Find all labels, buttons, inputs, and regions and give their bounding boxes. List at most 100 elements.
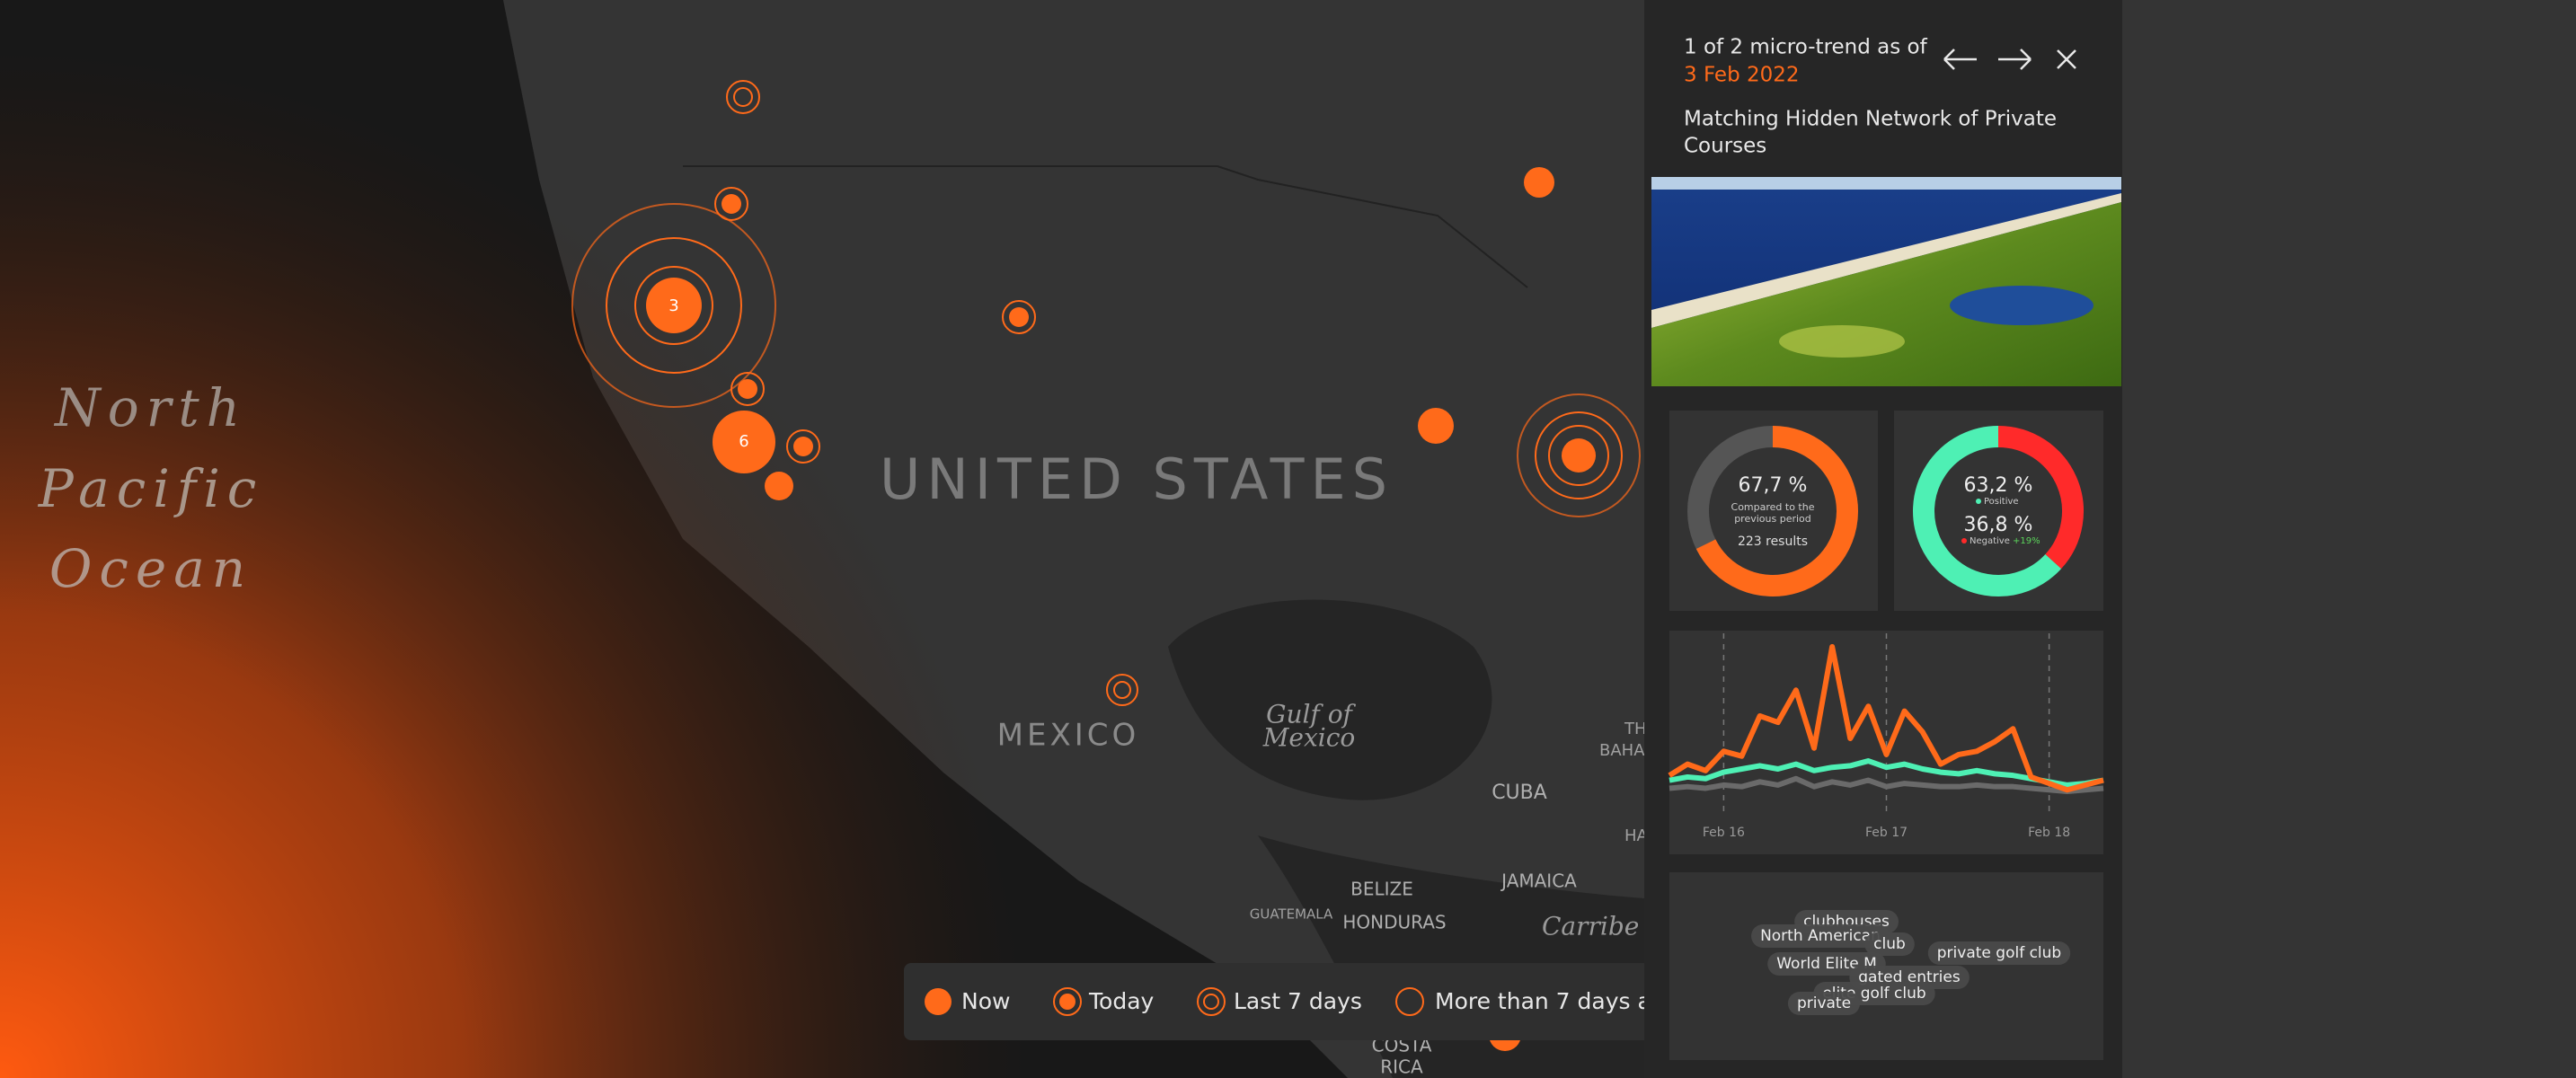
keyword-chip[interactable]: private — [1787, 992, 1861, 1015]
marker-dot — [646, 278, 702, 333]
donut-arc — [1997, 426, 2084, 570]
keyword-chip[interactable]: North American — [1751, 924, 1890, 948]
marker-ring — [1535, 411, 1623, 499]
ocean-label: North — [53, 377, 247, 438]
marker-ring — [1113, 681, 1131, 699]
marker-ring — [1517, 393, 1641, 517]
marker-ring — [606, 237, 742, 374]
marker-dot — [738, 379, 757, 399]
legend-icon — [1395, 987, 1424, 1016]
marker-ring — [730, 372, 765, 406]
photo — [1651, 177, 2121, 386]
legend-icon — [1197, 987, 1226, 1016]
ocean-label: Ocean — [49, 538, 252, 599]
marker-ring — [733, 87, 753, 107]
close-icon — [2057, 49, 2076, 69]
line-series — [1668, 644, 2104, 793]
trend-date: 3 Feb 2022 — [1684, 64, 1800, 87]
legend-label[interactable]: Last 7 days — [1234, 988, 1362, 1014]
place-label: BELIZE — [1350, 879, 1413, 900]
marker-ring — [634, 266, 713, 345]
keyword-chip[interactable]: club — [1864, 932, 1915, 956]
marker-dot — [793, 437, 813, 456]
legend-dot — [1976, 499, 1981, 504]
marker[interactable] — [726, 80, 760, 114]
donut-change: +19% — [2013, 536, 2040, 546]
keyword: private — [1797, 994, 1851, 1012]
place-label: HONDURAS — [1342, 912, 1446, 933]
photo-grass — [1651, 202, 2121, 386]
donut-value: 67,7 % — [1739, 474, 1808, 497]
photo-fairway — [1779, 325, 1905, 358]
sea-label: Gulf of — [1266, 700, 1356, 729]
photo-lake — [1950, 286, 2094, 325]
marker-ring — [786, 429, 820, 464]
marker[interactable] — [1002, 300, 1036, 334]
line-series — [1669, 775, 2104, 795]
marker-ring — [1002, 300, 1036, 334]
keyword: North American — [1760, 927, 1881, 945]
legend: Now Today Last 7 days More than 7 days a… — [904, 963, 1679, 1040]
photo-sky — [1651, 177, 2121, 190]
marker[interactable] — [730, 372, 765, 406]
marker-ring — [1548, 425, 1609, 486]
photo-beach — [1651, 193, 2121, 328]
legend-icon — [1203, 994, 1219, 1010]
donut-caption: previous period — [1734, 513, 1811, 525]
prev-button[interactable] — [1943, 49, 1977, 70]
place-label: JAMAICA — [1500, 870, 1577, 892]
keyword: club — [1873, 935, 1906, 953]
close-button[interactable] — [2057, 49, 2076, 69]
keyword-bg — [1787, 992, 1861, 1015]
marker-ring — [571, 203, 776, 408]
marker-dot — [721, 194, 741, 214]
marker[interactable] — [786, 429, 820, 464]
legend-icon — [1053, 987, 1082, 1016]
marker-dot[interactable] — [1418, 408, 1454, 444]
donut-caption: Compared to the — [1731, 501, 1815, 513]
keyword-bg — [1864, 932, 1915, 956]
trend-title: Courses — [1684, 135, 1766, 158]
legend-label[interactable]: More than 7 days ago — [1435, 988, 1679, 1014]
keyword-chip[interactable]: private golf club — [1927, 941, 2071, 965]
arrow-right — [1998, 49, 2032, 70]
legend-icon — [1059, 994, 1076, 1010]
donut-arc — [1695, 426, 1858, 596]
side-panel: 1 of 2 micro-trend as of 3 Feb 2022 Matc… — [1644, 0, 2122, 1078]
cluster[interactable]: 3 — [571, 203, 776, 408]
next-button[interactable] — [1998, 49, 2032, 70]
marker[interactable] — [714, 187, 748, 221]
marker-dot — [1562, 438, 1596, 473]
map-labels: North Pacific Ocean UNITED STATES MEXICO… — [38, 377, 1649, 1077]
keyword-bg — [1751, 924, 1890, 948]
x-tick-label: Feb 16 — [1703, 826, 1745, 840]
marker[interactable] — [1106, 674, 1138, 706]
donut-category: Positive — [1984, 497, 2019, 507]
marker-dot — [713, 411, 775, 473]
legend-label[interactable]: Today — [1088, 988, 1155, 1014]
place-label: GUATEMALA — [1250, 906, 1333, 923]
marker[interactable] — [1517, 393, 1641, 517]
cluster[interactable]: 6 — [713, 411, 775, 473]
marker-ring — [726, 80, 760, 114]
keyword: World Elite M — [1776, 955, 1877, 973]
x-tick-label: Feb 18 — [2028, 826, 2070, 840]
marker-dot[interactable] — [1524, 167, 1554, 198]
marker-dot — [1009, 307, 1029, 327]
keyword: private golf club — [1937, 944, 2061, 962]
place-label: HA — [1624, 826, 1649, 845]
sea-label: Carribe — [1542, 912, 1639, 941]
legend-bar — [904, 963, 1677, 1040]
donut-value: 63,2 % — [1964, 474, 2033, 497]
donut-arc — [1913, 426, 2062, 596]
donut-value: 36,8 % — [1964, 514, 2033, 536]
trend-title: Matching Hidden Network of Private — [1684, 108, 2057, 131]
cluster-count: 3 — [668, 296, 678, 315]
legend-dot — [1961, 538, 1967, 543]
legend-label[interactable]: Now — [961, 988, 1010, 1014]
country-label: MEXICO — [997, 718, 1140, 754]
marker-ring — [714, 187, 748, 221]
marker-dot[interactable] — [765, 472, 793, 500]
